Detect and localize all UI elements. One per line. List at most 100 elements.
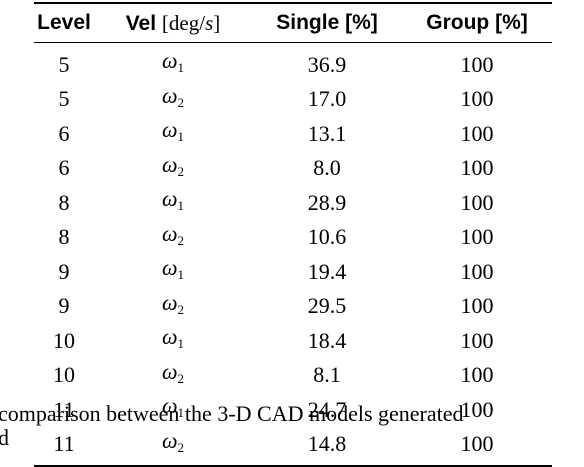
cell-level: 5 <box>58 86 70 111</box>
table-header: Level Vel [deg/s] Single [%] Group [%] <box>34 2 552 43</box>
cell-group: 100 <box>460 155 494 180</box>
vel-unit-close: ] <box>213 10 221 35</box>
table-row: 9 ω1 19.4 100 <box>34 254 552 289</box>
cell-single: 10.6 <box>307 224 347 249</box>
cell-vel: ω1 <box>94 323 252 358</box>
omega-symbol: ω2 <box>162 83 185 110</box>
cell-single: 36.9 <box>307 51 347 77</box>
omega-letter: ω <box>161 289 178 315</box>
cell-group: 100 <box>460 120 494 146</box>
table-row: 5 ω2 17.0 100 <box>34 82 552 117</box>
cell-group: 100 <box>460 327 494 353</box>
header-vel-unit: [deg/s] <box>162 11 220 35</box>
cell-vel: ω1 <box>94 185 252 220</box>
omega-letter: ω <box>161 393 178 418</box>
table-row: 11 ω2 14.8 100 <box>34 426 552 467</box>
cell-group: 100 <box>402 426 552 467</box>
cell-single: 29.5 <box>307 293 347 318</box>
table-row: 6 ω2 8.0 100 <box>34 151 552 186</box>
omega-symbol: ω1 <box>161 117 184 144</box>
header-level: Level <box>34 2 94 43</box>
omega-subscript: 2 <box>177 301 185 317</box>
cell-group: 100 <box>460 293 494 318</box>
omega-symbol: ω1 <box>161 255 185 282</box>
header-vel-label: Vel <box>125 11 157 35</box>
omega-subscript: 2 <box>177 370 185 386</box>
cell-group: 100 <box>460 86 494 111</box>
table-header-row: Level Vel [deg/s] Single [%] Group [%] <box>34 2 552 43</box>
header-single: Single [%] <box>252 2 402 43</box>
cell-vel: ω1 <box>94 254 252 289</box>
cell-level: 9 <box>58 258 70 284</box>
cell-vel: ω1 <box>94 116 252 151</box>
cell-vel: ω2 <box>94 358 252 393</box>
cell-single: 13.1 <box>307 120 347 146</box>
cell-single: 8.0 <box>313 155 341 180</box>
cell-vel: ω2 <box>94 426 252 467</box>
omega-letter: ω <box>161 427 178 453</box>
table-row: 5 ω1 36.9 100 <box>34 43 552 82</box>
cell-single: 19.4 <box>307 258 347 284</box>
cell-level: 8 <box>58 189 70 215</box>
cell-single: 14.8 <box>252 426 402 467</box>
cell-single: 24.7 <box>307 396 347 422</box>
omega-subscript: 2 <box>177 232 185 248</box>
table-caption: comparison between the 3-D CAD models ge… <box>0 401 464 426</box>
omega-subscript: 2 <box>177 94 185 110</box>
omega-subscript: 1 <box>177 60 185 75</box>
omega-subscript: 1 <box>177 198 185 213</box>
omega-letter: ω <box>161 220 178 246</box>
header-vel: Vel [deg/s] <box>94 2 252 43</box>
cell-level: 10 <box>53 327 75 353</box>
table-row: 10 ω1 18.4 100 <box>34 323 552 358</box>
results-table-container: Level Vel [deg/s] Single [%] Group [%] 5… <box>34 2 552 467</box>
omega-letter: ω <box>161 358 178 384</box>
cell-single: 18.4 <box>307 327 347 353</box>
table-row: 6 ω1 13.1 100 <box>34 116 552 151</box>
omega-symbol: ω2 <box>161 358 185 386</box>
omega-letter: ω <box>161 255 178 280</box>
omega-symbol: ω2 <box>161 151 185 179</box>
header-group: Group [%] <box>402 2 552 43</box>
cell-group: 100 <box>460 362 494 387</box>
cell-level: 5 <box>58 51 70 77</box>
omega-symbol: ω2 <box>161 289 185 317</box>
cell-vel: ω1 <box>94 43 252 82</box>
cell-vel: ω2 <box>94 151 252 186</box>
cell-level: 11 <box>53 396 75 422</box>
cell-group: 100 <box>460 51 494 77</box>
table-row: 9 ω2 29.5 100 <box>34 289 552 324</box>
omega-subscript: 2 <box>177 163 185 179</box>
omega-letter: ω <box>161 48 178 73</box>
omega-subscript: 1 <box>177 267 185 282</box>
cell-level: 11 <box>34 426 94 467</box>
omega-symbol: ω2 <box>161 220 185 248</box>
cell-single: 17.0 <box>307 86 347 111</box>
omega-symbol: ω2 <box>161 427 185 455</box>
omega-symbol: ω1 <box>162 186 185 213</box>
cell-group: 100 <box>460 396 494 422</box>
omega-symbol: ω1 <box>161 393 185 420</box>
cell-level: 8 <box>58 224 70 249</box>
vel-unit-open: [deg <box>161 10 200 35</box>
cell-level: 6 <box>58 155 70 180</box>
cell-level: 10 <box>53 362 75 387</box>
cell-vel: ω1 <box>94 392 252 427</box>
cell-vel: ω2 <box>94 82 252 117</box>
omega-subscript: 2 <box>177 439 185 455</box>
table-row: 8 ω2 10.6 100 <box>34 220 552 255</box>
omega-symbol: ω1 <box>161 48 185 75</box>
omega-letter: ω <box>161 324 178 349</box>
table-caption-continued: d <box>0 425 9 450</box>
table-row: 8 ω1 28.9 100 <box>34 185 552 220</box>
cell-group: 100 <box>460 189 494 215</box>
omega-letter: ω <box>161 117 178 142</box>
vel-unit-var: s <box>205 10 214 35</box>
cell-single: 8.1 <box>313 362 341 387</box>
cell-vel: ω2 <box>94 220 252 255</box>
omega-subscript: 1 <box>177 405 185 420</box>
vel-unit-slash: / <box>199 10 206 35</box>
omega-subscript: 1 <box>177 336 185 351</box>
omega-symbol: ω1 <box>161 324 185 351</box>
omega-letter: ω <box>161 151 178 177</box>
